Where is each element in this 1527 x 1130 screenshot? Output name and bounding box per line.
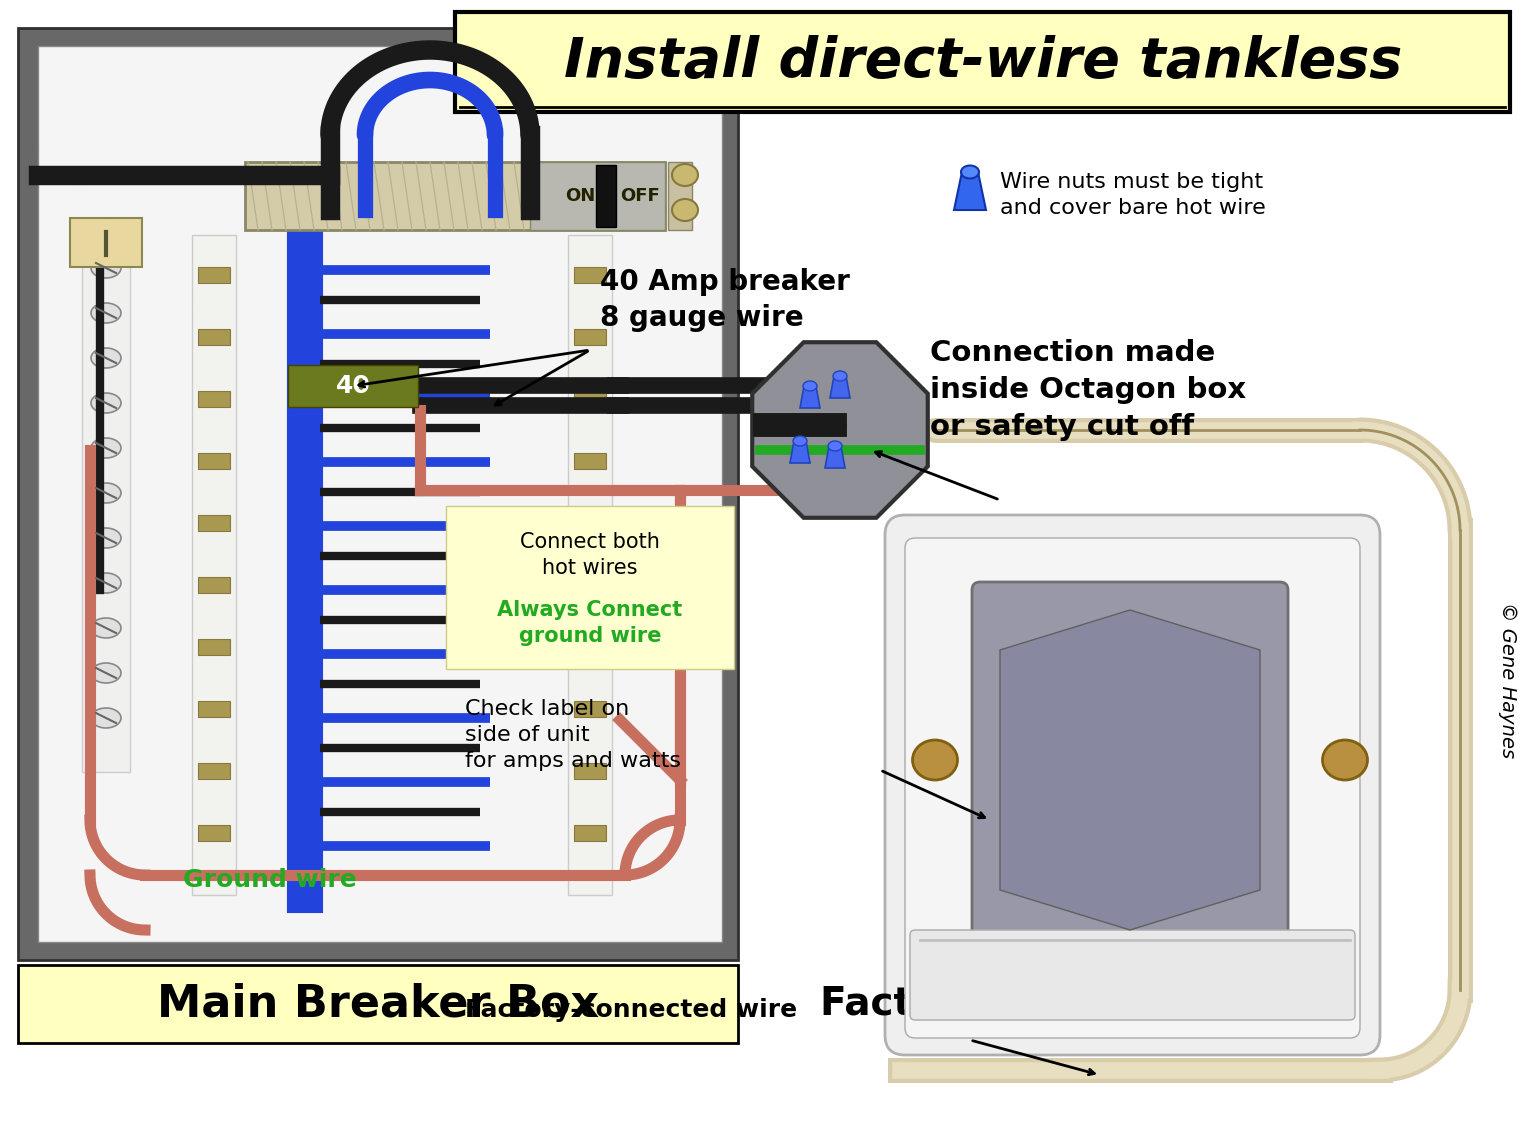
FancyBboxPatch shape [574,763,606,779]
Text: ON: ON [565,186,596,205]
FancyBboxPatch shape [289,365,418,407]
Polygon shape [1000,610,1260,930]
Ellipse shape [92,258,121,278]
Text: OFF: OFF [620,186,660,205]
FancyBboxPatch shape [973,582,1287,938]
Text: 40 Amp breaker
8 gauge wire: 40 Amp breaker 8 gauge wire [600,268,851,332]
FancyBboxPatch shape [530,162,664,231]
Ellipse shape [92,528,121,548]
Ellipse shape [672,164,698,186]
Polygon shape [789,441,809,463]
FancyBboxPatch shape [574,825,606,841]
Ellipse shape [92,483,121,503]
Ellipse shape [793,436,806,446]
FancyBboxPatch shape [574,267,606,282]
FancyBboxPatch shape [574,453,606,469]
FancyBboxPatch shape [574,515,606,531]
Text: 40: 40 [336,374,371,398]
Ellipse shape [1322,740,1368,780]
Polygon shape [831,376,851,398]
Text: Connect both
hot wires: Connect both hot wires [521,532,660,579]
FancyBboxPatch shape [886,515,1380,1055]
Text: Connection made
inside Octagon box
or safety cut off: Connection made inside Octagon box or sa… [930,339,1246,441]
Text: Install direct-wire tankless: Install direct-wire tankless [563,35,1402,89]
FancyBboxPatch shape [574,329,606,345]
FancyBboxPatch shape [574,638,606,655]
Ellipse shape [828,441,841,451]
FancyBboxPatch shape [70,218,142,267]
Ellipse shape [92,303,121,323]
Text: Check label on
side of unit
for amps and watts: Check label on side of unit for amps and… [466,698,681,772]
FancyBboxPatch shape [574,391,606,407]
Text: © Gene Haynes: © Gene Haynes [1498,602,1518,758]
FancyBboxPatch shape [192,235,237,895]
Ellipse shape [672,199,698,221]
Text: Always Connect
ground wire: Always Connect ground wire [498,600,683,646]
Ellipse shape [92,573,121,593]
FancyBboxPatch shape [199,638,231,655]
Polygon shape [753,342,928,518]
FancyBboxPatch shape [574,577,606,593]
Polygon shape [954,172,986,210]
FancyBboxPatch shape [446,506,734,669]
FancyBboxPatch shape [18,28,738,960]
FancyBboxPatch shape [910,930,1354,1020]
FancyBboxPatch shape [455,12,1510,112]
FancyBboxPatch shape [199,453,231,469]
Text: Factory-connected wire: Factory-connected wire [466,998,797,1022]
Polygon shape [825,446,844,468]
Ellipse shape [92,348,121,368]
FancyBboxPatch shape [199,267,231,282]
Ellipse shape [803,381,817,391]
Text: Factory-connected wire: Factory-connected wire [820,985,1335,1023]
FancyBboxPatch shape [199,577,231,593]
FancyBboxPatch shape [596,165,615,227]
Text: Main Breaker Box: Main Breaker Box [157,982,599,1026]
FancyBboxPatch shape [199,391,231,407]
FancyBboxPatch shape [906,538,1361,1038]
FancyBboxPatch shape [18,965,738,1043]
Ellipse shape [92,709,121,728]
FancyBboxPatch shape [82,242,130,772]
FancyBboxPatch shape [568,235,612,895]
Text: Ground wire: Ground wire [183,868,357,892]
Ellipse shape [92,663,121,683]
Ellipse shape [92,438,121,458]
FancyBboxPatch shape [199,825,231,841]
Ellipse shape [913,740,957,780]
Ellipse shape [92,393,121,412]
Ellipse shape [834,371,847,381]
Polygon shape [800,386,820,408]
FancyBboxPatch shape [244,162,664,231]
FancyBboxPatch shape [199,763,231,779]
FancyBboxPatch shape [199,701,231,718]
FancyBboxPatch shape [199,515,231,531]
Ellipse shape [92,618,121,638]
FancyBboxPatch shape [38,46,722,942]
FancyBboxPatch shape [199,329,231,345]
FancyBboxPatch shape [574,701,606,718]
Ellipse shape [960,165,979,179]
FancyBboxPatch shape [667,162,692,231]
Text: Wire nuts must be tight
and cover bare hot wire: Wire nuts must be tight and cover bare h… [1000,172,1266,218]
